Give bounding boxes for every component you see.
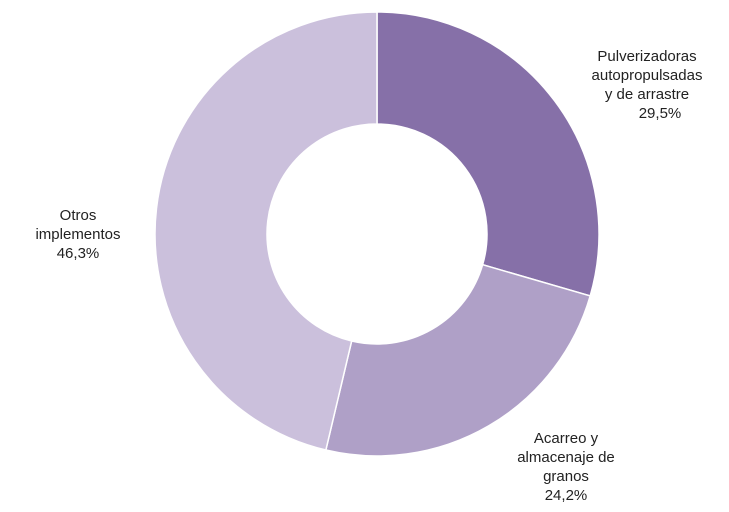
slice-label-line-2-1: implementos <box>35 226 120 243</box>
slice-value-label-2: 46,3% <box>57 245 100 262</box>
slice-label-line-0-1: autopropulsadas <box>592 67 703 84</box>
slice-label-line-1-1: almacenaje de <box>517 449 615 466</box>
slice-label-line-0-0: Pulverizadoras <box>597 48 696 65</box>
slice-label-line-1-0: Acarreo y <box>534 430 599 447</box>
donut-slice-2 <box>154 11 378 451</box>
donut-slice-0 <box>376 11 600 297</box>
slice-value-label-0: 29,5% <box>639 105 682 122</box>
labels-group: Pulverizadoras autopropulsadas y de arra… <box>35 48 702 504</box>
slices-group <box>154 11 600 457</box>
slice-value-label-1: 24,2% <box>545 487 588 504</box>
donut-slice-1 <box>324 263 592 457</box>
slice-label-line-0-2: y de arrastre <box>605 86 689 103</box>
slice-label-line-2-0: Otros <box>60 207 97 224</box>
slice-label-line-1-2: granos <box>543 468 589 485</box>
